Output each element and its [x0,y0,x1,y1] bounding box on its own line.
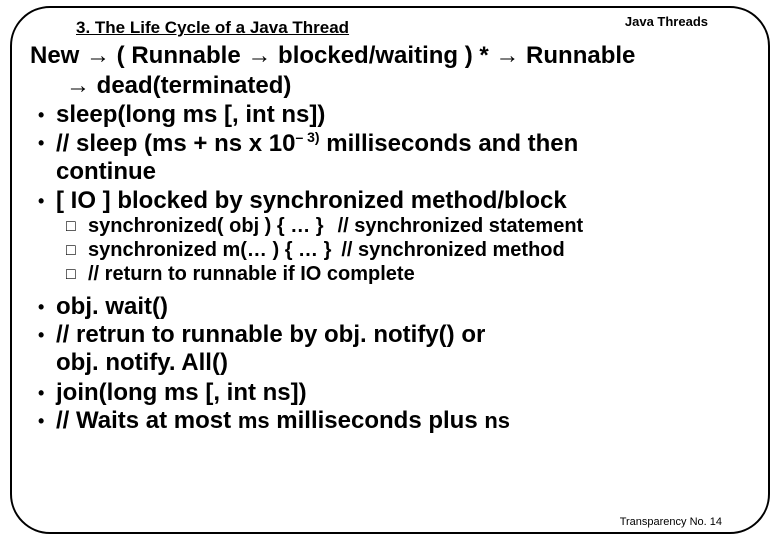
bullet-icon: • [30,101,56,129]
bullet-join-comment: • // Waits at most ms milliseconds plus … [30,407,750,435]
lifecycle-line-1: New → ( Runnable → blocked/waiting ) * →… [30,42,750,70]
sub-sync-statement: □ synchronized( obj ) { … } // synchroniz… [30,215,750,239]
arrow-icon: → [247,42,271,69]
text: // return to runnable if IO complete [88,263,750,287]
text: ms [238,408,270,433]
text: // synchronized method [341,239,564,261]
sub-return-runnable: □ // return to runnable if IO complete [30,263,750,287]
corner-label: Java Threads [625,14,708,29]
superscript: – 3) [295,129,319,145]
text: // sleep (ms + ns x 10– 3) milliseconds … [56,129,750,158]
sub-sync-method: □ synchronized m(… ) { … } // synchronize… [30,239,750,263]
text: // Waits at most [56,407,238,434]
bullet-join: • join(long ms [, int ns]) [30,379,750,407]
bullet-icon: • [30,293,56,321]
text: obj. wait() [56,293,750,321]
bullet-icon: • [30,407,56,435]
text: Runnable [519,42,635,69]
bullet-sleep-comment-cont: continue [30,158,750,186]
box-icon: □ [66,239,88,263]
text: blocked/waiting ) * [271,42,495,69]
text: // retrun to runnable by obj. notify() o… [56,321,750,349]
text: // Waits at most ms milliseconds plus ns [56,407,750,435]
text: // sleep (ms + ns x 10 [56,130,295,157]
box-icon: □ [66,215,88,239]
text: milliseconds and then [320,130,579,157]
text: synchronized m(… ) { … } // synchronized … [88,239,750,263]
bullet-sleep: • sleep(long ms [, int ns]) [30,101,750,129]
box-icon: □ [66,263,88,287]
text: New [30,42,86,69]
text: [ IO ] blocked by synchronized method/bl… [56,187,750,215]
bullet-notify: • // retrun to runnable by obj. notify()… [30,321,750,349]
text: milliseconds plus [270,407,485,434]
text: ns [484,408,510,433]
transparency-number: Transparency No. 14 [620,516,722,528]
text: join(long ms [, int ns]) [56,379,750,407]
text: // synchronized statement [338,215,584,237]
text: synchronized( obj ) { … } [88,215,324,237]
bullet-wait: • obj. wait() [30,293,750,321]
text: synchronized m(… ) { … } [88,239,331,261]
text: sleep(long ms [, int ns]) [56,101,750,129]
bullet-sleep-comment: • // sleep (ms + ns x 10– 3) millisecond… [30,129,750,158]
slide-title: 3. The Life Cycle of a Java Thread [76,18,349,38]
bullet-io-blocked: • [ IO ] blocked by synchronized method/… [30,187,750,215]
text: dead(terminated) [90,72,291,99]
arrow-icon: → [495,42,519,69]
text: synchronized( obj ) { … } // synchronized… [88,215,750,239]
bullet-notify-cont: obj. notify. All() [30,349,750,377]
bullet-icon: • [30,379,56,407]
lifecycle-line-2: → dead(terminated) [30,72,750,100]
bullet-icon: • [30,129,56,158]
slide-content: New → ( Runnable → blocked/waiting ) * →… [30,42,750,528]
bullet-icon: • [30,187,56,215]
arrow-icon: → [86,42,110,69]
text: ( Runnable [110,42,247,69]
slide-frame: Java Threads 3. The Life Cycle of a Java… [10,6,770,534]
bullet-icon: • [30,321,56,349]
arrow-icon: → [66,72,90,99]
